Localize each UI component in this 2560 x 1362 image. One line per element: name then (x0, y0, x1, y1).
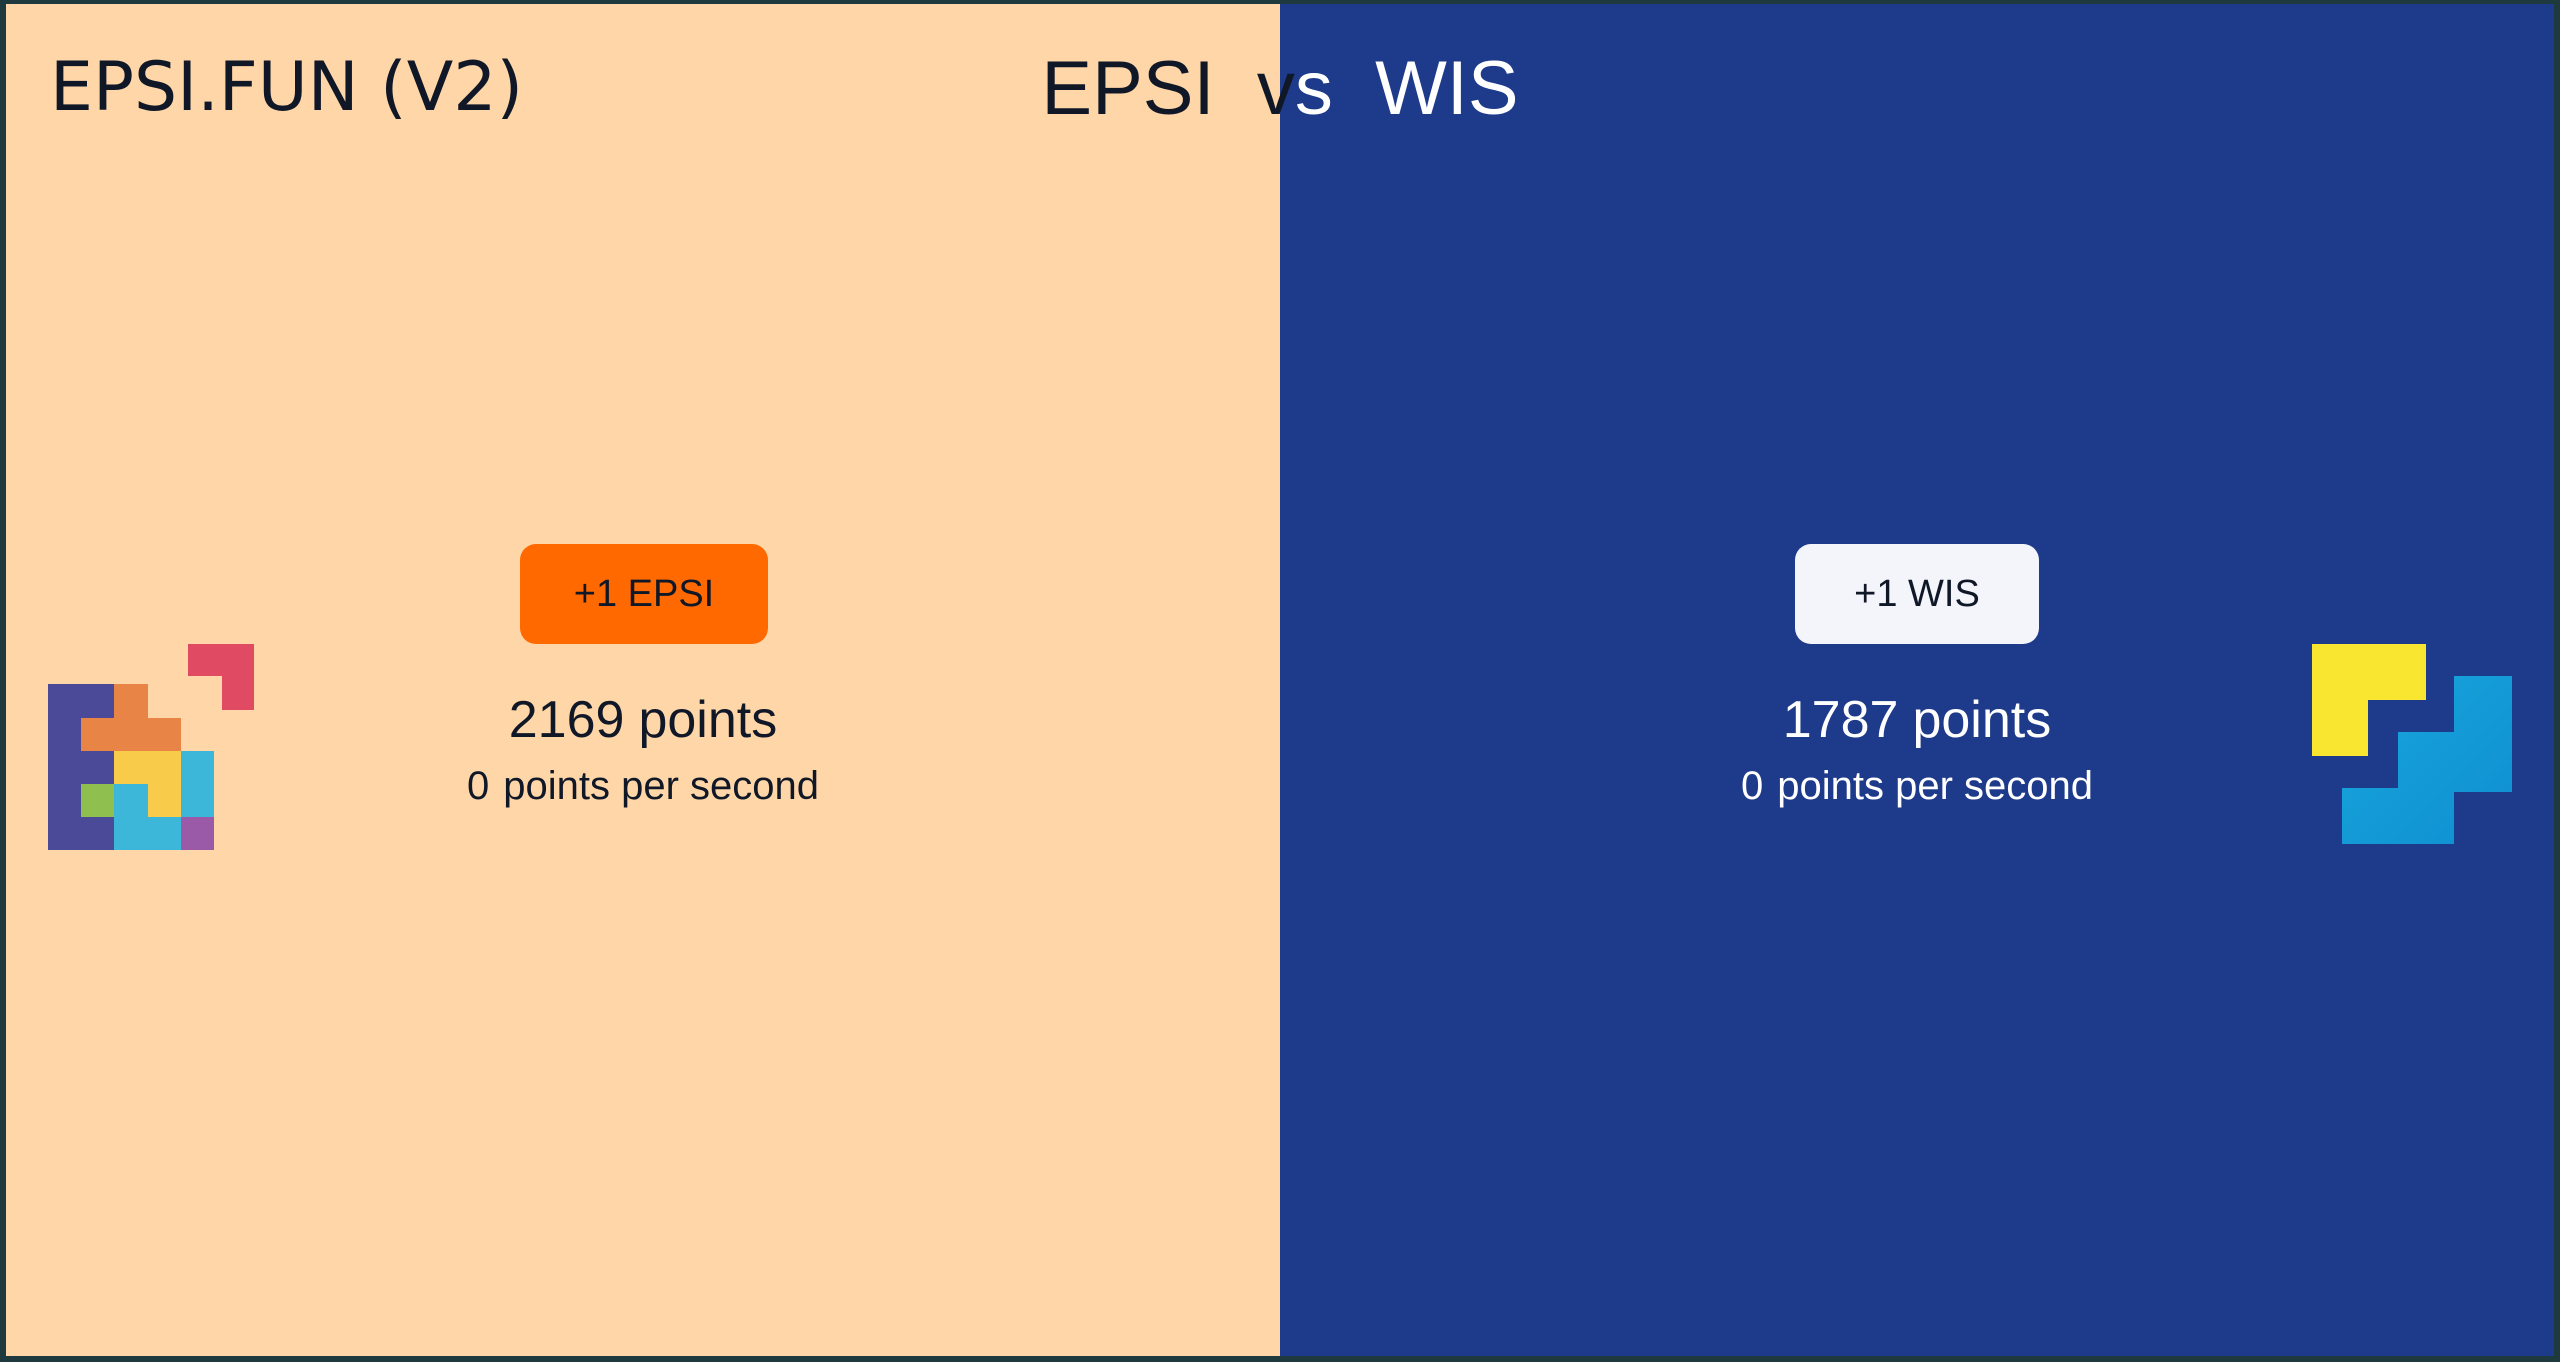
epsi-pps-unit: points per second (503, 764, 819, 808)
wis-logo-icon (2312, 644, 2518, 850)
team-wis: +1 WIS 1787 points 0 points per second (1280, 4, 2554, 1356)
versus-separator: vs (1235, 46, 1354, 131)
epsi-panel (6, 4, 1280, 1356)
add-wis-point-button[interactable]: +1 WIS (1795, 544, 2039, 644)
versus-title: EPSI vs WIS (6, 44, 2554, 134)
wis-points-unit: points (1912, 691, 2052, 749)
epsi-points-value: 2169 (508, 691, 625, 749)
epsi-points-per-second: 0 points per second (6, 759, 1280, 813)
team-epsi: +1 EPSI 2169 points 0 points per second (6, 4, 1280, 1356)
versus-right-team: WIS (1375, 46, 1519, 131)
wis-points-value: 1787 (1782, 691, 1899, 749)
wis-points-per-second: 0 points per second (1280, 759, 2554, 813)
epsi-points-unit: points (638, 691, 778, 749)
versus-left-team: EPSI (1041, 46, 1215, 131)
epsi-pps-value: 0 (466, 764, 490, 808)
wis-pps-value: 0 (1740, 764, 1764, 808)
brand-title: EPSI.FUN (V2) (50, 48, 524, 127)
add-epsi-point-button[interactable]: +1 EPSI (520, 544, 768, 644)
epsi-logo-icon (48, 644, 254, 850)
wis-pps-unit: points per second (1777, 764, 2093, 808)
epsi-points: 2169 points (6, 688, 1280, 752)
app-frame: EPSI.FUN (V2) EPSI vs WIS +1 EPSI 2169 po… (6, 4, 2554, 1356)
wis-points: 1787 points (1280, 688, 2554, 752)
